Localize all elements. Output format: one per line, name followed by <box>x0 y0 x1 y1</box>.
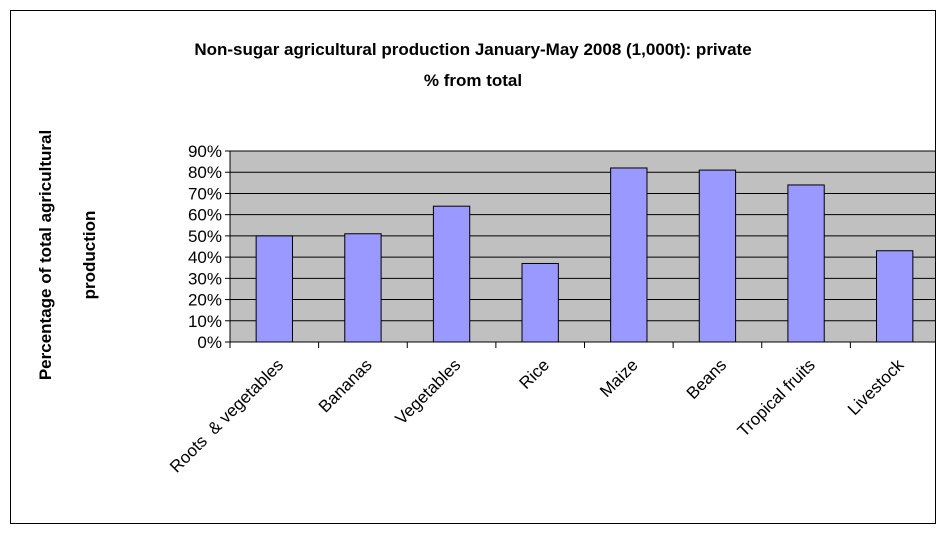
y-tick-label: 10% <box>188 312 222 331</box>
y-tick-label: 40% <box>188 248 222 267</box>
bar <box>255 235 293 343</box>
y-tick-label: 20% <box>188 291 222 310</box>
y-tick-label: 80% <box>188 163 222 182</box>
x-tick-label: Roots & vegetables <box>166 355 287 476</box>
plot-area <box>229 150 935 343</box>
bar <box>432 205 471 343</box>
y-axis-label-line-1: Percentage of total agricultural <box>36 130 55 380</box>
x-tick-label: Bananas <box>315 355 376 416</box>
x-tick-label: Vegetables <box>391 355 464 428</box>
bar <box>610 167 648 343</box>
bar <box>787 184 825 343</box>
x-tick-label: Beans <box>683 355 731 403</box>
y-axis-label-line-2: production <box>80 211 99 300</box>
y-tick-labels: 0% 10% 20% 30% 40% 50% 60% 70% 80% 90% <box>188 142 222 352</box>
y-tick-label: 30% <box>188 269 222 288</box>
chart-frame: Non-sugar agricultural production Januar… <box>10 10 936 524</box>
bar <box>344 233 382 343</box>
bar-chart: Non-sugar agricultural production Januar… <box>36 40 935 476</box>
bar <box>521 262 559 343</box>
y-tick-label: 50% <box>188 227 222 246</box>
chart-title-line-2: % from total <box>424 71 522 90</box>
x-tick-label: Maize <box>596 355 642 401</box>
x-tick-labels: Roots & vegetables Bananas Vegetables Rice M… <box>166 355 908 476</box>
y-tick-label: 60% <box>188 206 222 225</box>
y-tick-label: 0% <box>197 333 222 352</box>
x-tick-label: Livestock <box>844 355 908 419</box>
chart-title-line-1: Non-sugar agricultural production Januar… <box>194 40 751 59</box>
x-tick-label: Rice <box>516 355 553 392</box>
x-tick-label: Tropical fruits <box>734 355 819 440</box>
axes <box>225 150 935 348</box>
bar <box>698 169 737 343</box>
bar <box>876 250 914 343</box>
y-tick-label: 70% <box>188 184 222 203</box>
y-tick-label: 90% <box>188 142 222 161</box>
